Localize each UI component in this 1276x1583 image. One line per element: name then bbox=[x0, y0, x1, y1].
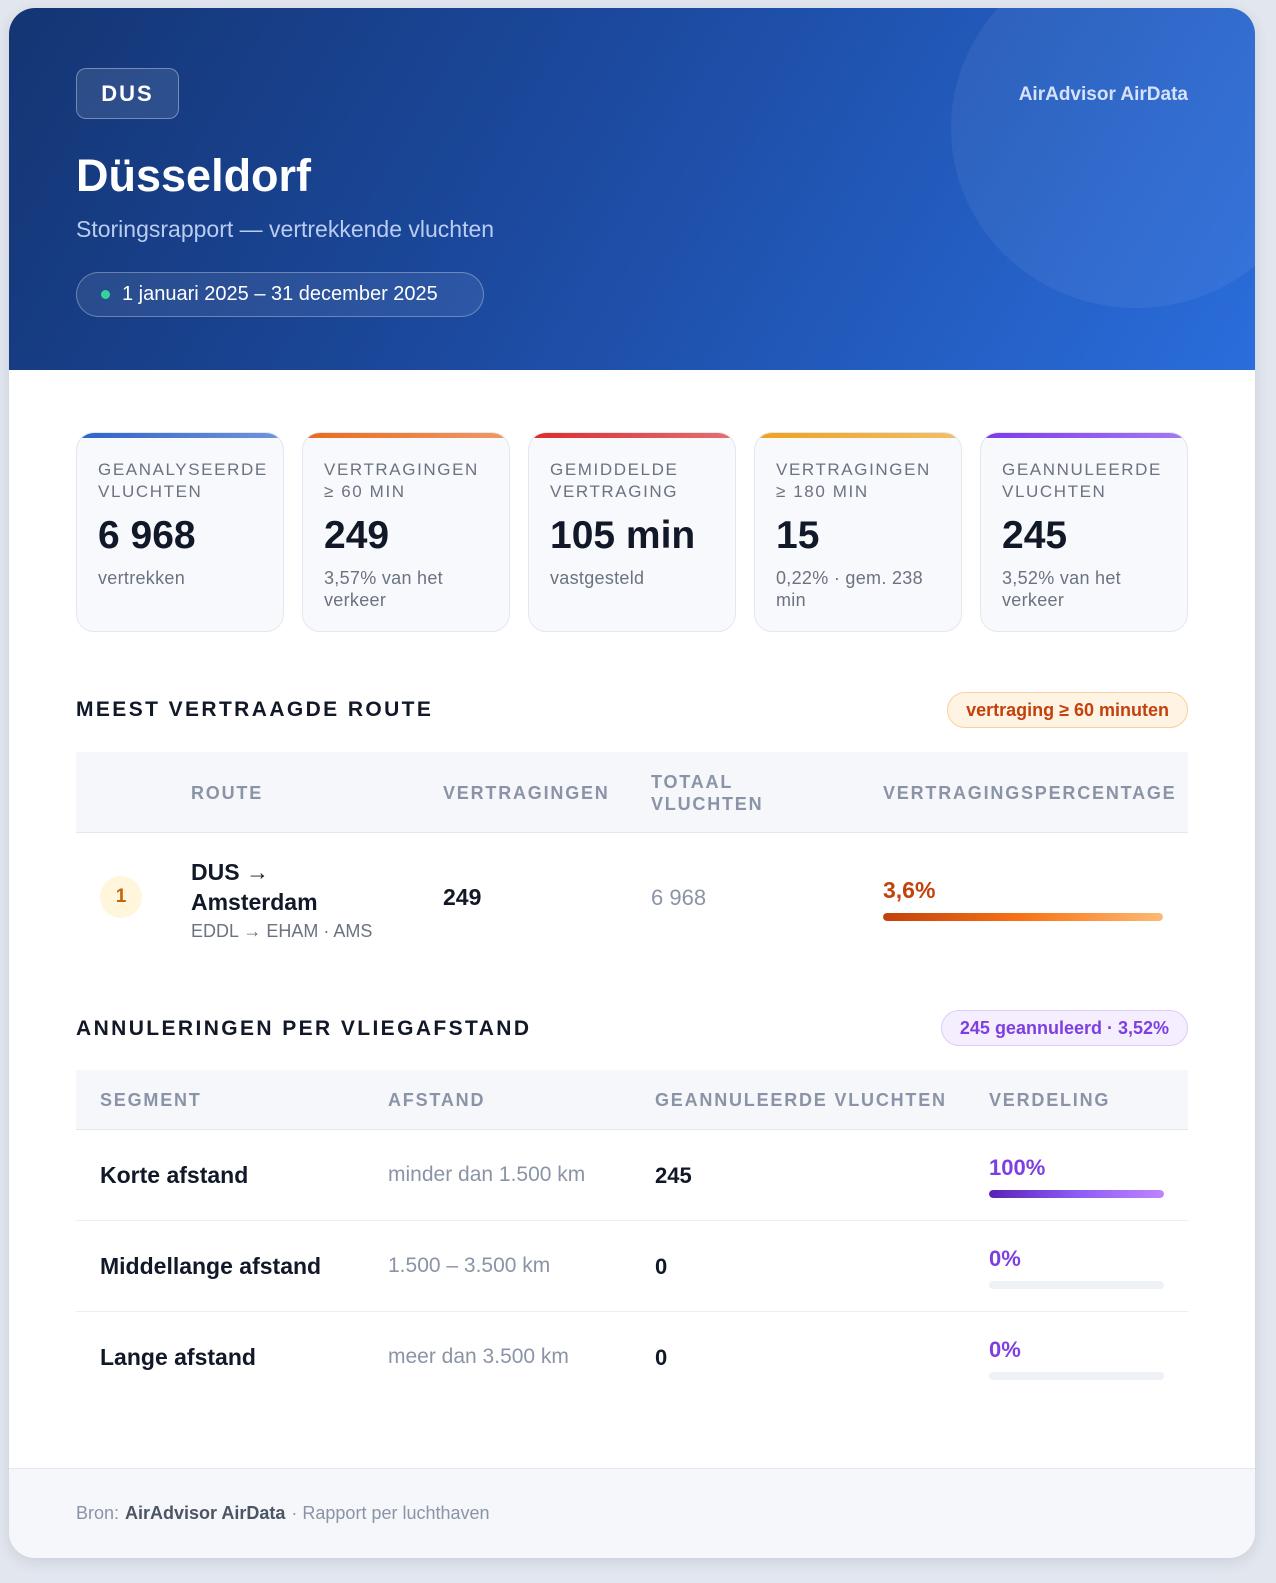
stat-note: 3,57% van het verkeer bbox=[324, 568, 443, 610]
footer-prefix: Bron: bbox=[76, 1503, 120, 1523]
date-range-text: 1 januari 2025 – 31 december 2025 bbox=[122, 283, 438, 305]
segment-name: Lange afstand bbox=[100, 1344, 256, 1370]
stat-label: Gemiddelde vertraging bbox=[550, 460, 679, 501]
segment-name: Middellange afstand bbox=[100, 1253, 322, 1279]
footer-suffix: · Rapport per luchthaven bbox=[291, 1503, 490, 1523]
segment-share-label: 0% bbox=[989, 1337, 1021, 1362]
footer-source: AirAdvisor AirData bbox=[125, 1503, 286, 1523]
stat-value: 105 min bbox=[550, 514, 696, 557]
segment-distance: meer dan 3.500 km bbox=[388, 1345, 569, 1368]
brand-label: AirAdvisor AirData bbox=[1018, 84, 1188, 105]
stat-accent-bar bbox=[303, 433, 509, 438]
stat-card-cancelled-flights: Geannuleerde vluchten 245 3,52% van het … bbox=[980, 432, 1188, 632]
segment-share-bar-track bbox=[989, 1372, 1164, 1380]
stat-label: Vertragingen ≥ 180 min bbox=[776, 460, 931, 501]
stat-card-analyzed-flights: Geanalyseerde vluchten 6 968 vertrekken bbox=[76, 432, 284, 632]
stat-accent-bar bbox=[529, 433, 735, 438]
delay-threshold-badge: vertraging ≥ 60 minuten bbox=[947, 692, 1188, 728]
stats-row: Geanalyseerde vluchten 6 968 vertrekken … bbox=[76, 432, 1188, 632]
column-header-delays: Vertragingen bbox=[443, 783, 610, 803]
segment-cancelled-count: 245 bbox=[655, 1163, 692, 1188]
report-header: DUS AirAdvisor AirData Düsseldorf Storin… bbox=[9, 8, 1255, 370]
stat-card-average-delay: Gemiddelde vertraging 105 min vastgestel… bbox=[528, 432, 736, 632]
table-row[interactable]: Middellange afstand 1.500 – 3.500 km 0 0… bbox=[76, 1221, 1188, 1312]
stat-label: Geanalyseerde vluchten bbox=[98, 460, 268, 501]
segment-share-bar-fill bbox=[989, 1190, 1164, 1198]
column-header-route: Route bbox=[191, 783, 263, 803]
route-destination: Amsterdam bbox=[191, 889, 318, 915]
stat-label: Vertragingen ≥ 60 min bbox=[324, 460, 479, 501]
decorative-circle bbox=[951, 8, 1255, 308]
stat-card-delays-60: Vertragingen ≥ 60 min 249 3,57% van het … bbox=[302, 432, 510, 632]
stat-accent-bar bbox=[755, 433, 961, 438]
airport-code-badge: DUS bbox=[76, 68, 179, 119]
route-origin: DUS → bbox=[191, 859, 269, 885]
date-range-pill: 1 januari 2025 – 31 december 2025 bbox=[76, 272, 484, 317]
segment-cancelled-count: 0 bbox=[655, 1345, 668, 1370]
stat-note: 3,52% van het verkeer bbox=[1002, 568, 1121, 610]
stat-note: vastgesteld bbox=[550, 568, 645, 588]
route-name: DUS → Amsterdam bbox=[191, 857, 318, 917]
table-row[interactable]: Lange afstand meer dan 3.500 km 0 0% bbox=[76, 1312, 1188, 1403]
stat-value: 245 bbox=[1002, 514, 1068, 557]
column-header-delay-percentage: Vertragingspercentage bbox=[883, 783, 1177, 803]
distance-table-header: Segment Afstand Geannuleerde vluchten Ve… bbox=[76, 1070, 1188, 1130]
page-subtitle: Storingsrapport — vertrekkende vluchten bbox=[76, 216, 495, 242]
table-row[interactable]: Korte afstand minder dan 1.500 km 245 10… bbox=[76, 1130, 1188, 1221]
stat-value: 249 bbox=[324, 514, 390, 557]
route-delay-bar-track bbox=[883, 913, 1163, 921]
route-total-value: 6 968 bbox=[651, 885, 707, 910]
column-header-cancelled-flights: Geannuleerde vluchten bbox=[655, 1090, 947, 1110]
segment-cancelled-count: 0 bbox=[655, 1254, 668, 1279]
segment-share-label: 100% bbox=[989, 1155, 1046, 1180]
column-header-segment: Segment bbox=[100, 1090, 202, 1110]
route-delay-percentage: 3,6% bbox=[883, 877, 936, 903]
stat-label: Geannuleerde vluchten bbox=[1002, 460, 1162, 501]
column-header-distance: Afstand bbox=[388, 1090, 486, 1110]
status-dot-icon bbox=[101, 290, 110, 299]
section-title-delayed-route: MEEST VERTRAAGDE ROUTE bbox=[76, 698, 434, 721]
table-row[interactable]: 1 DUS → Amsterdam EDDL → EHAM · AMS 249 … bbox=[76, 833, 1188, 963]
column-header-total-flights: Totaal vluchten bbox=[651, 772, 764, 814]
segment-share-bar-track bbox=[989, 1281, 1164, 1289]
stat-note: 0,22% · gem. 238 min bbox=[776, 568, 923, 610]
page-title: Düsseldorf bbox=[76, 150, 312, 201]
segment-distance: minder dan 1.500 km bbox=[388, 1163, 586, 1186]
stat-accent-bar bbox=[981, 433, 1187, 438]
report-card: DUS AirAdvisor AirData Düsseldorf Storin… bbox=[9, 8, 1255, 1558]
stat-accent-bar bbox=[77, 433, 283, 438]
stat-value: 15 bbox=[776, 514, 820, 557]
segment-distance: 1.500 – 3.500 km bbox=[388, 1254, 551, 1277]
rank-badge: 1 bbox=[100, 876, 142, 918]
stat-note: vertrekken bbox=[98, 568, 186, 588]
segment-share-label: 0% bbox=[989, 1246, 1021, 1271]
cancellations-total-badge: 245 geannuleerd · 3,52% bbox=[940, 1010, 1188, 1046]
route-delays-value: 249 bbox=[443, 884, 482, 910]
route-delay-bar-fill bbox=[883, 913, 1163, 921]
segment-name: Korte afstand bbox=[100, 1162, 249, 1188]
route-table-header: Route Vertragingen Totaal vluchten Vertr… bbox=[76, 752, 1188, 833]
route-codes: EDDL → EHAM · AMS bbox=[191, 921, 373, 941]
footer: Bron: AirAdvisor AirData · Rapport per l… bbox=[9, 1468, 1255, 1558]
segment-share-bar-track bbox=[989, 1190, 1164, 1198]
section-title-cancellations: ANNULERINGEN PER VLIEGAFSTAND bbox=[76, 1017, 532, 1040]
column-header-distribution: Verdeling bbox=[989, 1090, 1111, 1110]
stat-value: 6 968 bbox=[98, 514, 196, 557]
stat-card-delays-180: Vertragingen ≥ 180 min 15 0,22% · gem. 2… bbox=[754, 432, 962, 632]
